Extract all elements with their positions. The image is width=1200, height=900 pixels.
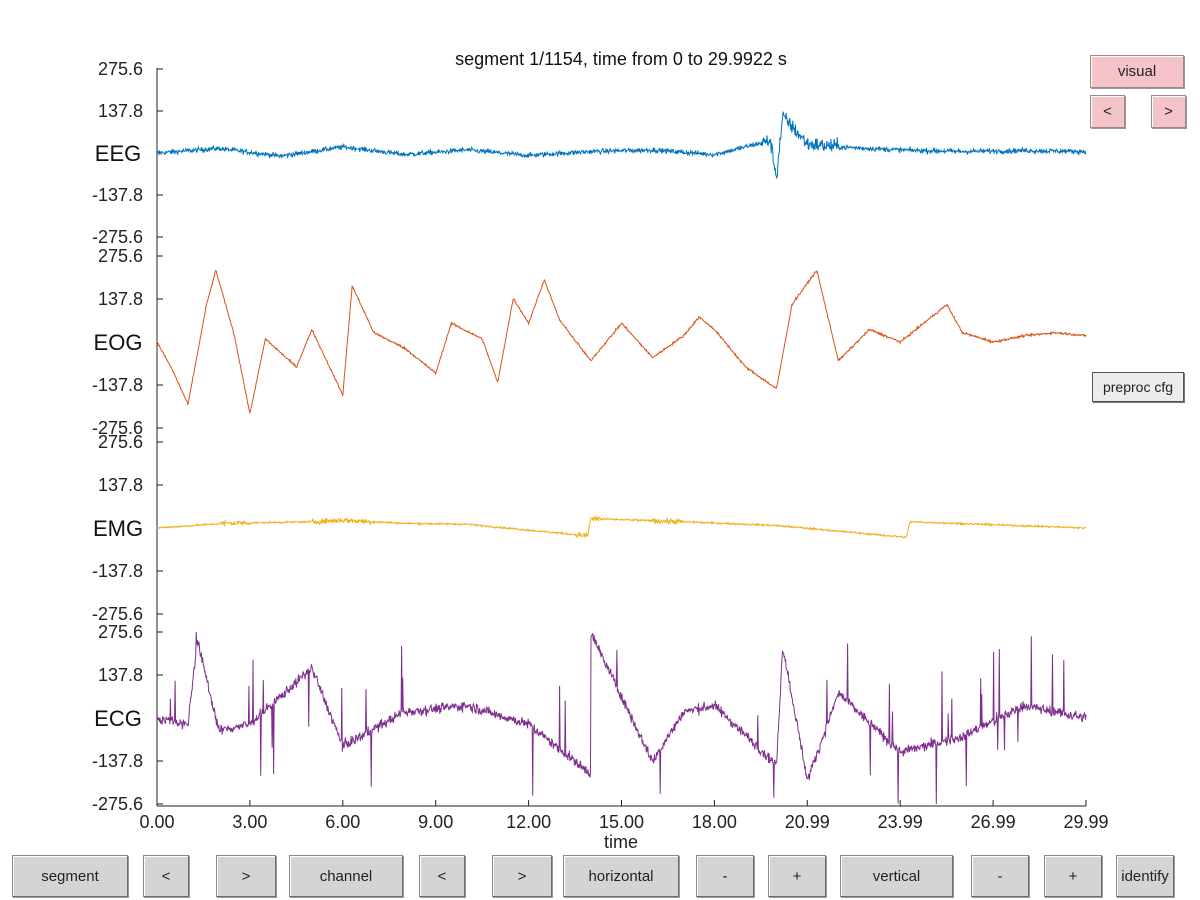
trace-eog: [156, 269, 1087, 415]
segment-prev-button[interactable]: <: [143, 855, 189, 897]
channel-label-ecg: ECG: [94, 706, 142, 731]
y-tick-label: 137.8: [98, 665, 143, 685]
axes-layer: [156, 68, 1087, 807]
preproc-cfg-button[interactable]: preproc cfg: [1092, 372, 1184, 402]
y-tick-label: 275.6: [98, 59, 143, 79]
visual-button[interactable]: visual: [1090, 55, 1184, 88]
chart-title: segment 1/1154, time from 0 to 29.9922 s: [455, 49, 787, 69]
ticks-layer: EEG 275.6 137.8 -137.8 -275.6 EOG 275.6 137.8 -1…: [92, 59, 1109, 832]
y-tick-label: 275.6: [98, 432, 143, 452]
y-tick-label: -275.6: [92, 794, 143, 814]
x-tick-label: 29.99: [1063, 812, 1108, 832]
y-tick-label: -137.8: [92, 375, 143, 395]
segment-next-button[interactable]: >: [216, 855, 276, 897]
visual-prev-button[interactable]: <: [1090, 95, 1125, 128]
x-tick-label: 3.00: [232, 812, 267, 832]
y-tick-label: 137.8: [98, 101, 143, 121]
trace-ecg: [156, 631, 1087, 805]
identify-button[interactable]: identify: [1116, 855, 1174, 897]
y-tick-label: -137.8: [92, 561, 143, 581]
x-tick-label: 0.00: [139, 812, 174, 832]
vertical-button[interactable]: vertical: [840, 855, 953, 897]
channel-label-eeg: EEG: [95, 141, 141, 166]
y-tick-label: 137.8: [98, 289, 143, 309]
vertical-minus-button[interactable]: -: [971, 855, 1029, 897]
traces-layer: [156, 111, 1087, 805]
y-tick-label: -137.8: [92, 185, 143, 205]
y-tick-label: 275.6: [98, 622, 143, 642]
channel-prev-button[interactable]: <: [419, 855, 465, 897]
horizontal-plus-button[interactable]: +: [768, 855, 826, 897]
x-tick-label: 15.00: [599, 812, 644, 832]
y-tick-label: -275.6: [92, 604, 143, 624]
visual-next-button[interactable]: >: [1151, 95, 1186, 128]
x-tick-label: 18.00: [692, 812, 737, 832]
trace-emg: [156, 514, 1087, 539]
x-axis-label: time: [604, 832, 638, 852]
y-tick-label: 275.6: [98, 246, 143, 266]
channel-next-button[interactable]: >: [492, 855, 552, 897]
x-tick-label: 20.99: [785, 812, 830, 832]
y-tick-label: -137.8: [92, 751, 143, 771]
x-tick-label: 9.00: [418, 812, 453, 832]
x-tick-label: 6.00: [325, 812, 360, 832]
horizontal-minus-button[interactable]: -: [696, 855, 754, 897]
horizontal-button[interactable]: horizontal: [563, 855, 679, 897]
vertical-plus-button[interactable]: +: [1044, 855, 1102, 897]
x-tick-label: 26.99: [971, 812, 1016, 832]
segment-button[interactable]: segment: [12, 855, 128, 897]
channel-button[interactable]: channel: [289, 855, 403, 897]
x-tick-label: 23.99: [878, 812, 923, 832]
y-tick-label: -275.6: [92, 227, 143, 247]
channel-label-eog: EOG: [94, 330, 143, 355]
trace-eeg: [156, 111, 1087, 179]
x-tick-label: 12.00: [506, 812, 551, 832]
y-tick-label: -275.6: [92, 418, 143, 438]
channel-label-emg: EMG: [93, 516, 143, 541]
y-tick-label: 137.8: [98, 475, 143, 495]
